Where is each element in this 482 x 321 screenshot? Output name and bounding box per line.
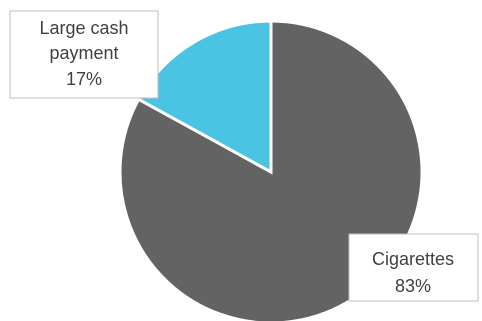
callout-large-cash-payment: Large cash payment 17% [9, 10, 159, 99]
data-label-large-cash-payment-line2: payment [49, 43, 118, 63]
data-label-large-cash-payment-line1: Large cash [39, 18, 128, 38]
callout-box-large-cash-payment [9, 10, 159, 99]
callout-box-cigarettes [348, 233, 479, 302]
callout-cigarettes: Cigarettes 83% [348, 233, 479, 302]
data-label-cigarettes-percent: 83% [395, 276, 431, 296]
pie-slices [118, 19, 424, 321]
data-label-large-cash-payment-percent: 17% [66, 69, 102, 89]
data-label-cigarettes: Cigarettes [372, 249, 454, 269]
